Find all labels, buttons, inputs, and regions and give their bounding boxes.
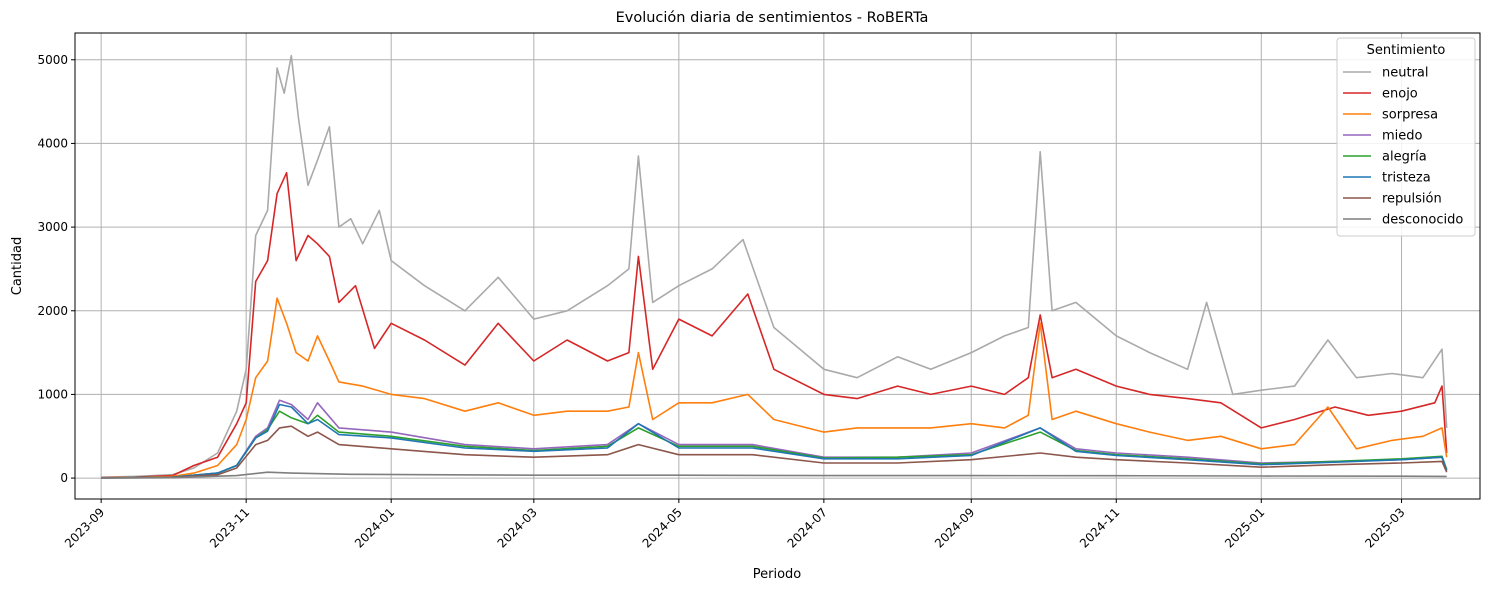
legend: Sentimiento neutral enojo sorpresa miedo ale…: [1336, 37, 1476, 237]
legend-label: desconocido: [1382, 213, 1463, 228]
plot-area: [74, 32, 1481, 500]
legend-box: [1336, 37, 1476, 237]
y-tick-label: 4000: [37, 136, 68, 150]
x-axis-label: Periodo: [753, 567, 802, 582]
y-axis-label: Cantidad: [10, 237, 25, 295]
legend-title: Sentimiento: [1367, 43, 1446, 58]
legend-label: repulsión: [1382, 192, 1442, 207]
y-tick-label: 5000: [37, 53, 68, 67]
legend-label: neutral: [1382, 66, 1429, 81]
series-line-neutral: [101, 54, 1448, 478]
series-line-sorpresa: [101, 297, 1448, 479]
legend-label: miedo: [1382, 129, 1423, 144]
legend-label: tristeza: [1382, 171, 1431, 186]
series-line-alegría: [101, 410, 1448, 479]
series-line-enojo: [101, 171, 1448, 479]
chart-title: Evolución diaria de sentimientos - RoBER…: [616, 10, 929, 26]
grid: [75, 33, 1480, 499]
y-tick-label: 1000: [37, 387, 68, 401]
series-line-tristeza: [101, 403, 1448, 479]
y-tick-label: 0: [60, 471, 68, 485]
y-tick-label: 3000: [37, 220, 68, 234]
series-line-miedo: [101, 399, 1448, 479]
series-line-desconocido: [101, 471, 1447, 479]
y-axis: 0 1000 2000 3000 4000 5000: [37, 53, 75, 485]
legend-label: alegría: [1382, 150, 1427, 165]
series-line-repulsión: [101, 425, 1448, 479]
series-layer: [101, 54, 1448, 479]
y-tick-label: 2000: [37, 304, 68, 318]
legend-label: enojo: [1382, 87, 1418, 102]
legend-label: sorpresa: [1382, 108, 1438, 123]
